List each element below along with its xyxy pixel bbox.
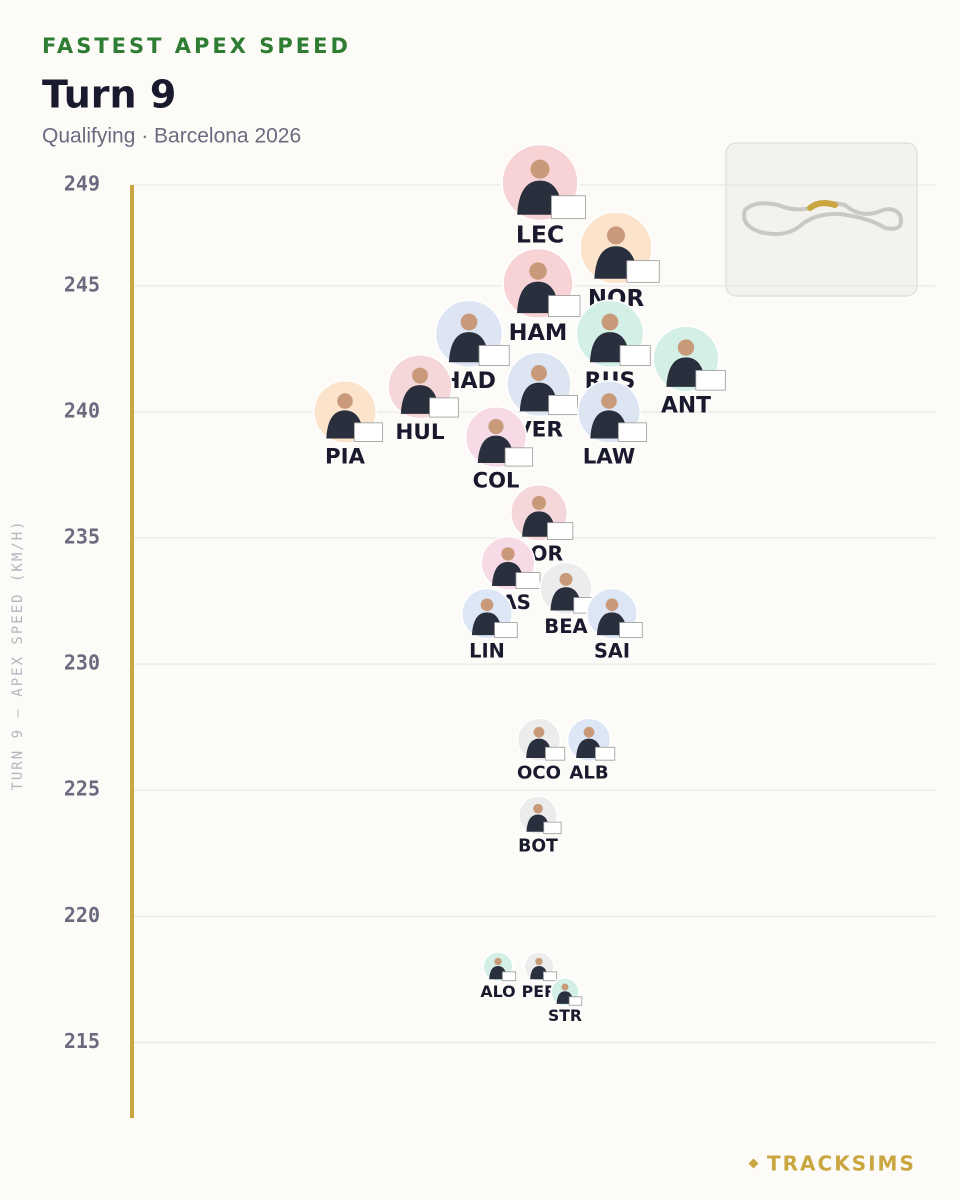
driver-point: STR bbox=[548, 977, 583, 1025]
avatar-head bbox=[488, 418, 504, 435]
flag bbox=[478, 345, 510, 367]
flag bbox=[515, 572, 541, 590]
driver-label: PER bbox=[522, 982, 557, 1001]
flag bbox=[568, 996, 583, 1006]
avatar-head bbox=[533, 726, 545, 738]
avatar-head bbox=[480, 598, 494, 612]
avatar-head bbox=[605, 598, 619, 612]
driver-point: BOT bbox=[518, 795, 562, 856]
avatar-head bbox=[606, 226, 626, 245]
driver-label: LAW bbox=[583, 444, 636, 469]
driver-point: OCO bbox=[516, 717, 566, 784]
driver-label: ANT bbox=[661, 393, 711, 418]
y-tick-label: 249 bbox=[64, 172, 100, 196]
flag bbox=[551, 195, 587, 219]
flag bbox=[429, 397, 459, 418]
flag bbox=[617, 422, 647, 442]
avatar-head bbox=[460, 313, 478, 331]
avatar-head bbox=[412, 367, 428, 384]
driver-point: NOR bbox=[579, 211, 660, 312]
y-axis-label: TURN 9 — APEX SPEED (KM/H) bbox=[10, 519, 26, 790]
y-tick-label: 215 bbox=[64, 1029, 100, 1053]
flag bbox=[504, 447, 533, 467]
y-tick-label: 230 bbox=[64, 651, 100, 675]
driver-label: PIA bbox=[325, 444, 366, 469]
avatar-head bbox=[583, 726, 595, 738]
subtitle: Qualifying · Barcelona 2026 bbox=[42, 125, 301, 148]
driver-point: ALB bbox=[566, 717, 616, 784]
flag bbox=[543, 971, 558, 982]
driver-point: BOR bbox=[510, 483, 574, 566]
y-tick-label: 220 bbox=[64, 903, 100, 927]
driver-point: LEC bbox=[501, 143, 587, 249]
avatar-head bbox=[601, 393, 617, 409]
avatar-head bbox=[530, 159, 550, 179]
driver-label: LEC bbox=[516, 221, 564, 249]
avatar-head bbox=[601, 313, 619, 331]
avatar-head bbox=[533, 803, 543, 814]
chart-title: Turn 9 bbox=[42, 73, 176, 117]
driver-point: RUS bbox=[575, 299, 651, 394]
avatar-head bbox=[535, 957, 543, 966]
driver-point: LIN bbox=[461, 587, 518, 662]
track-map bbox=[725, 142, 918, 297]
flag bbox=[626, 260, 660, 283]
flag bbox=[548, 395, 578, 416]
driver-label: SAI bbox=[594, 639, 630, 662]
y-tick-label: 235 bbox=[64, 525, 100, 549]
driver-point: HAM bbox=[502, 247, 581, 346]
driver-label: ALO bbox=[480, 982, 515, 1001]
avatar-head bbox=[531, 495, 547, 510]
flag bbox=[547, 522, 574, 541]
avatar-head bbox=[559, 572, 573, 586]
driver-label: BEA bbox=[544, 615, 588, 638]
driver-point: PIA bbox=[313, 379, 383, 469]
y-tick-label: 245 bbox=[64, 272, 100, 296]
avatar-head bbox=[677, 339, 695, 356]
driver-point: PER bbox=[522, 951, 558, 1001]
driver-label: OCO bbox=[517, 763, 561, 784]
driver-label: LIN bbox=[469, 639, 505, 662]
avatar-head bbox=[501, 547, 515, 561]
avatar-head bbox=[530, 364, 548, 382]
y-tick-label: 240 bbox=[64, 398, 100, 422]
driver-point: SAI bbox=[586, 587, 643, 662]
driver-label: STR bbox=[548, 1007, 582, 1025]
driver-label: HAM bbox=[509, 320, 568, 346]
avatar-head bbox=[561, 983, 569, 991]
brand-text: TRACKSIMS bbox=[767, 1152, 916, 1176]
flag bbox=[548, 295, 581, 318]
driver-point: HAD bbox=[434, 299, 510, 394]
driver-label: BOT bbox=[518, 836, 558, 856]
y-tick-label: 225 bbox=[64, 777, 100, 801]
driver-point: BEA bbox=[539, 561, 598, 638]
flag bbox=[494, 622, 518, 639]
kicker: FASTEST APEX SPEED bbox=[42, 34, 351, 58]
driver-point: HUL bbox=[387, 354, 459, 445]
driver-point: LAW bbox=[577, 379, 647, 469]
flag bbox=[543, 821, 562, 835]
driver-label: ALB bbox=[569, 763, 608, 784]
flag bbox=[545, 746, 566, 761]
flag bbox=[353, 422, 383, 442]
driver-label: COL bbox=[473, 468, 520, 493]
avatar-head bbox=[337, 393, 353, 409]
driver-point: COL bbox=[464, 405, 533, 493]
flag bbox=[502, 971, 517, 982]
flag bbox=[595, 746, 616, 761]
brand: TRACKSIMS bbox=[748, 1152, 916, 1176]
avatar-head bbox=[529, 262, 547, 280]
flag bbox=[619, 622, 643, 639]
flag bbox=[619, 345, 651, 367]
driver-label: HUL bbox=[395, 420, 445, 445]
driver-point: ALO bbox=[480, 951, 517, 1001]
driver-point: ANT bbox=[652, 325, 726, 418]
flag bbox=[695, 370, 726, 391]
avatar-head bbox=[494, 957, 502, 966]
